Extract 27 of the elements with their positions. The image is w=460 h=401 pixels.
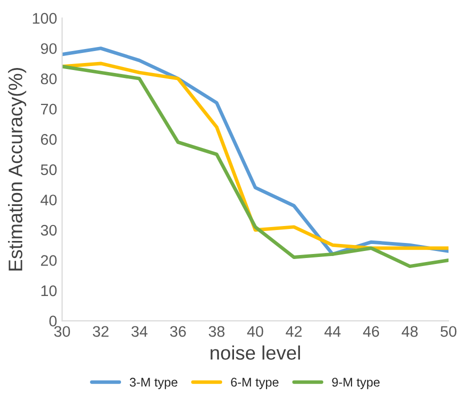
x-tick-label: 48 xyxy=(402,326,418,337)
x-tick-label: 50 xyxy=(440,326,456,337)
legend-label: 3-M type xyxy=(130,378,178,390)
y-tick-label: 40 xyxy=(40,194,57,206)
y-tick-label: 100 xyxy=(32,12,57,24)
x-tick-label: 44 xyxy=(324,326,341,337)
x-tick-label: 40 xyxy=(247,326,264,337)
y-tick-label: 0 xyxy=(49,316,57,326)
y-tick-label: 70 xyxy=(41,104,57,115)
x-axis-title: noise level xyxy=(210,345,300,360)
y-axis-title: Estimation Accuracy(%) xyxy=(8,68,26,270)
x-tick-label: 38 xyxy=(208,326,224,337)
legend-label: 6-M type xyxy=(231,378,278,390)
y-tick-label: 50 xyxy=(40,164,57,176)
x-tick-label: 46 xyxy=(363,326,380,337)
y-tick-label: 60 xyxy=(41,134,57,145)
y-tick-label: 20 xyxy=(41,255,57,266)
y-tick-label: 80 xyxy=(40,73,57,84)
x-tick-label: 30 xyxy=(54,326,70,337)
x-tick-label: 34 xyxy=(131,326,148,337)
y-tick-label: 10 xyxy=(41,285,57,296)
x-tick-label: 32 xyxy=(92,326,108,337)
legend-label: 9-M type xyxy=(332,378,380,390)
y-tick-label: 90 xyxy=(40,43,57,54)
x-tick-label: 36 xyxy=(170,326,186,337)
x-tick-label: 42 xyxy=(286,326,302,337)
y-tick-label: 30 xyxy=(40,224,57,236)
